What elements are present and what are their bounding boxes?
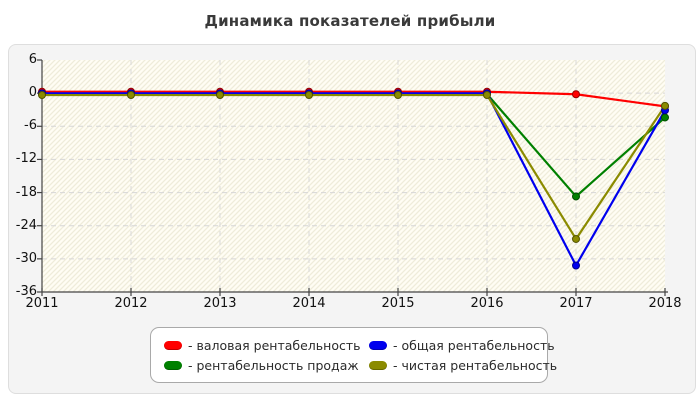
legend-swatch bbox=[164, 340, 182, 350]
y-axis-label: -36 bbox=[15, 284, 37, 299]
legend-swatch bbox=[164, 360, 182, 370]
legend-box: - валовая рентабельность - общая рентабел… bbox=[150, 327, 557, 383]
y-axis-label: -30 bbox=[15, 250, 37, 266]
x-axis-label: 2011 bbox=[25, 296, 59, 311]
legend-item: - чистая рентабельность bbox=[369, 358, 557, 373]
legend-label: - общая рентабельность bbox=[393, 337, 555, 353]
legend-item: - рентабельность продаж bbox=[164, 358, 369, 373]
x-axis-label: 2012 bbox=[114, 296, 148, 311]
legend-swatch bbox=[369, 340, 387, 350]
y-axis-label: -18 bbox=[15, 184, 37, 200]
x-axis-label: 2016 bbox=[470, 296, 504, 311]
x-axis-label: 2014 bbox=[292, 296, 326, 311]
legend-label: - чистая рентабельность bbox=[393, 357, 558, 373]
legend-swatch bbox=[369, 360, 387, 370]
x-axis-label: 2013 bbox=[203, 296, 237, 311]
y-axis-label: -24 bbox=[15, 217, 37, 233]
legend-item: - общая рентабельность bbox=[369, 338, 557, 353]
legend-item: - валовая рентабельность bbox=[164, 338, 369, 353]
legend-label: - рентабельность продаж bbox=[188, 357, 359, 373]
legend-label: - валовая рентабельность bbox=[188, 337, 361, 353]
x-axis-label: 2018 bbox=[648, 296, 682, 311]
y-axis-label: -12 bbox=[15, 151, 37, 167]
y-axis-label: -6 bbox=[24, 118, 37, 134]
y-axis-label: 0 bbox=[28, 85, 37, 101]
page-title: Динамика показателей прибыли bbox=[204, 12, 496, 30]
x-axis-label: 2017 bbox=[559, 296, 593, 311]
y-axis-label: 6 bbox=[28, 52, 37, 67]
x-axis-label: 2015 bbox=[381, 296, 415, 311]
